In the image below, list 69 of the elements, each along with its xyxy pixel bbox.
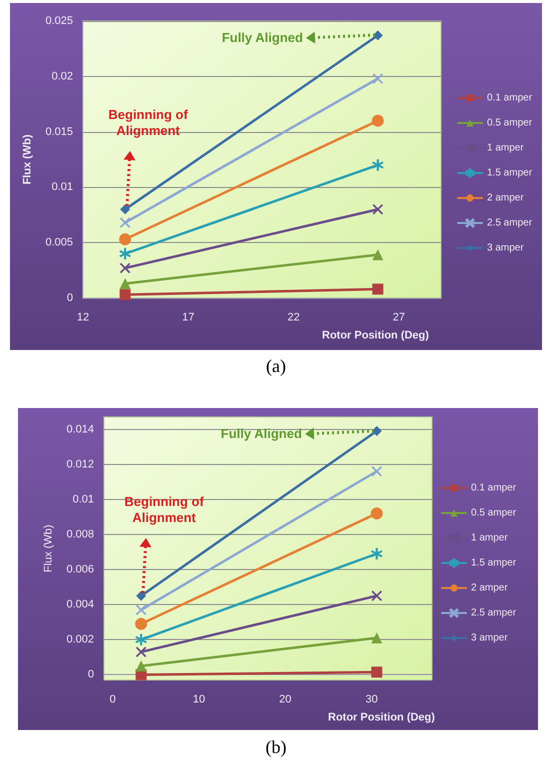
point bbox=[372, 204, 384, 215]
y-axis-title: Flux (Wb) bbox=[42, 524, 54, 572]
annotation: Fully Aligned bbox=[220, 426, 302, 442]
legend-label: 3 amper bbox=[471, 632, 508, 644]
point bbox=[120, 204, 130, 214]
y-tick-label: 0.008 bbox=[66, 528, 94, 540]
x-tick-label: 0 bbox=[110, 694, 116, 706]
y-axis-title: Flux (Wb) bbox=[22, 134, 34, 185]
point bbox=[120, 289, 131, 300]
x-tick-label: 22 bbox=[287, 312, 300, 324]
y-tick-label: 0.004 bbox=[66, 598, 94, 611]
annotation: Beginning of Alignment bbox=[123, 494, 205, 526]
legend-label: 2 amper bbox=[487, 192, 524, 204]
point bbox=[372, 590, 382, 602]
y-tick-label: 0.005 bbox=[45, 236, 73, 249]
point bbox=[372, 114, 384, 127]
y-tick-label: 0.02 bbox=[52, 70, 73, 82]
point bbox=[135, 634, 147, 646]
y-tick-label: 0.01 bbox=[52, 181, 73, 194]
legend-label: 0.1 amper bbox=[487, 92, 533, 104]
x-tick-label: 27 bbox=[392, 312, 406, 324]
y-tick-label: 0.014 bbox=[66, 423, 94, 436]
y-tick-label: 0.012 bbox=[66, 458, 94, 470]
y-tick-label: 0.015 bbox=[45, 126, 73, 138]
y-tick-label: 0.025 bbox=[45, 15, 73, 27]
point bbox=[119, 233, 132, 246]
point bbox=[135, 618, 148, 630]
x-tick-label: 30 bbox=[365, 694, 378, 706]
legend-label: 2.5 amper bbox=[487, 218, 533, 228]
x-axis-title: Rotor Position (Deg) bbox=[322, 330, 430, 342]
y-tick-label: 0.002 bbox=[66, 634, 94, 646]
y-tick-label: 0.006 bbox=[66, 564, 94, 576]
legend-label: 0.5 amper bbox=[487, 118, 533, 128]
x-tick-label: 17 bbox=[182, 312, 194, 324]
legend-label: 2.5 amper bbox=[471, 608, 517, 618]
x-axis-title: Rotor Position (Deg) bbox=[328, 712, 436, 724]
y-tick-label: 0.01 bbox=[72, 493, 94, 506]
point bbox=[372, 159, 384, 171]
legend-label: 1.5 amper bbox=[471, 558, 517, 568]
text: (a) bbox=[265, 356, 287, 377]
point bbox=[119, 248, 131, 260]
legend-label: 1 amper bbox=[471, 532, 508, 544]
legend-label: 0.1 amper bbox=[471, 482, 517, 494]
point bbox=[120, 262, 130, 274]
y-tick-label: 0 bbox=[88, 668, 94, 681]
x-tick-label: 20 bbox=[279, 694, 292, 706]
point bbox=[120, 217, 130, 228]
point bbox=[371, 548, 383, 560]
point bbox=[136, 604, 146, 616]
point bbox=[136, 590, 146, 601]
annotation: Fully Aligned bbox=[222, 30, 303, 46]
point bbox=[372, 426, 382, 436]
x-tick-label: 10 bbox=[192, 694, 206, 706]
point bbox=[372, 30, 383, 40]
point bbox=[371, 666, 382, 678]
legend-label: 0.5 amper bbox=[471, 508, 517, 518]
point bbox=[136, 646, 146, 658]
y-tick-label: 0 bbox=[66, 292, 73, 304]
legend-label: 1.5 amper bbox=[487, 168, 533, 178]
x-tick-label: 12 bbox=[76, 312, 90, 324]
annotation: Beginning of Alignment bbox=[107, 107, 189, 140]
text: (b) bbox=[264, 737, 288, 758]
legend-label: 3 amper bbox=[487, 242, 524, 254]
legend-label: 1 amper bbox=[487, 142, 524, 154]
point bbox=[372, 73, 384, 84]
point bbox=[372, 284, 384, 295]
point bbox=[372, 466, 382, 477]
point bbox=[370, 507, 383, 520]
legend-label: 2 amper bbox=[471, 582, 508, 594]
